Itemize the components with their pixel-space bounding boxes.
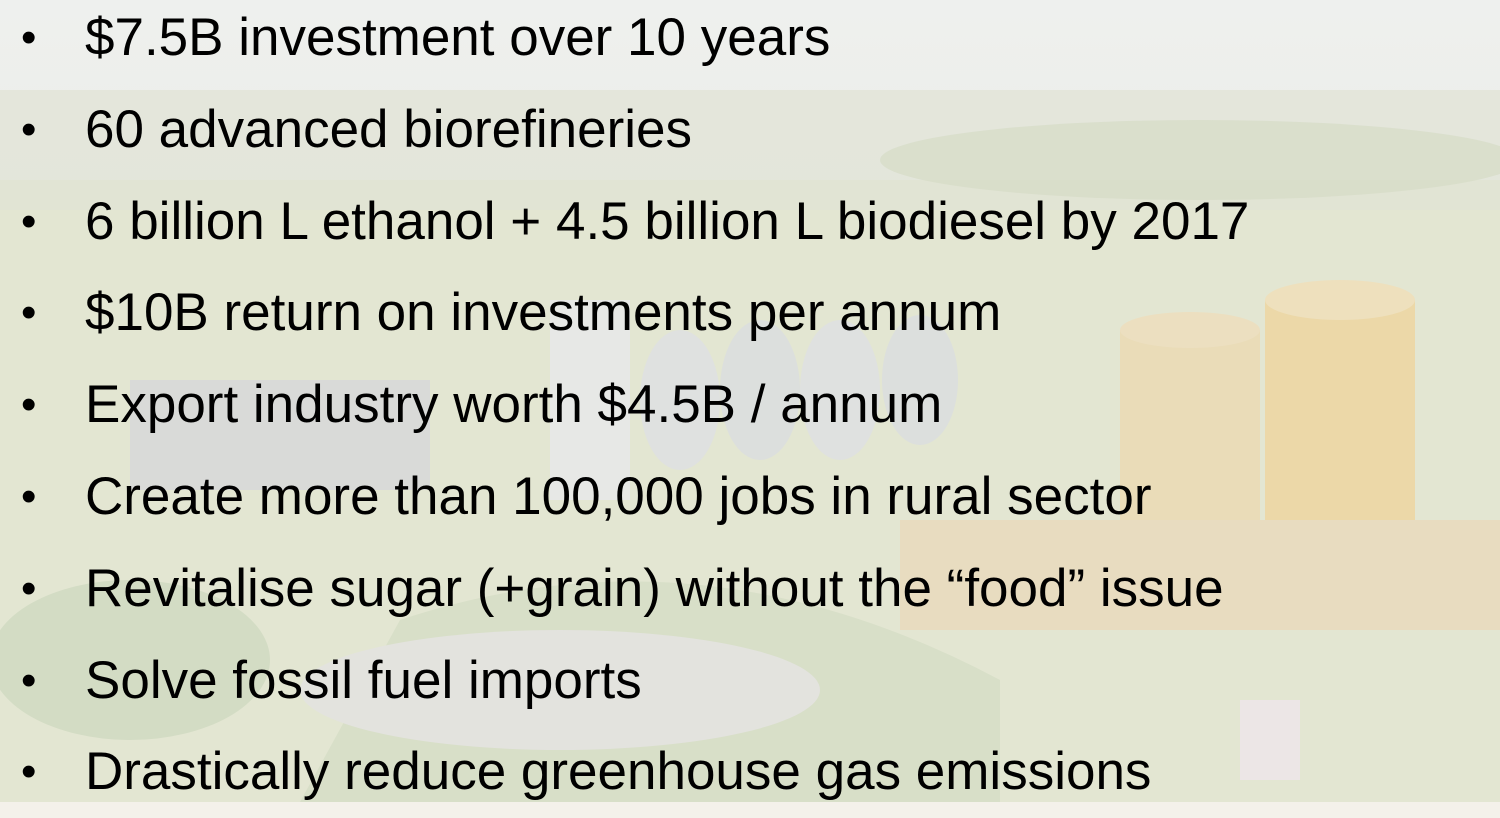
bullet-item: $10B return on investments per annum <box>85 267 1001 359</box>
bullet-item: Solve fossil fuel imports <box>85 635 642 727</box>
bullet-item: Create more than 100,000 jobs in rural s… <box>85 451 1151 543</box>
bullet-item: 6 billion L ethanol + 4.5 billion L biod… <box>85 176 1249 268</box>
bullet-list: $7.5B investment over 10 years60 advance… <box>0 0 1500 802</box>
bullet-item: 60 advanced biorefineries <box>85 84 692 176</box>
bullet-item: $7.5B investment over 10 years <box>85 0 830 84</box>
bullet-item: Export industry worth $4.5B / annum <box>85 359 942 451</box>
bullet-item: Revitalise sugar (+grain) without the “f… <box>85 543 1224 635</box>
bullet-item: Drastically reduce greenhouse gas emissi… <box>85 726 1151 818</box>
slide: {"bullets": [ "$7.5B investment over 10 … <box>0 0 1500 802</box>
